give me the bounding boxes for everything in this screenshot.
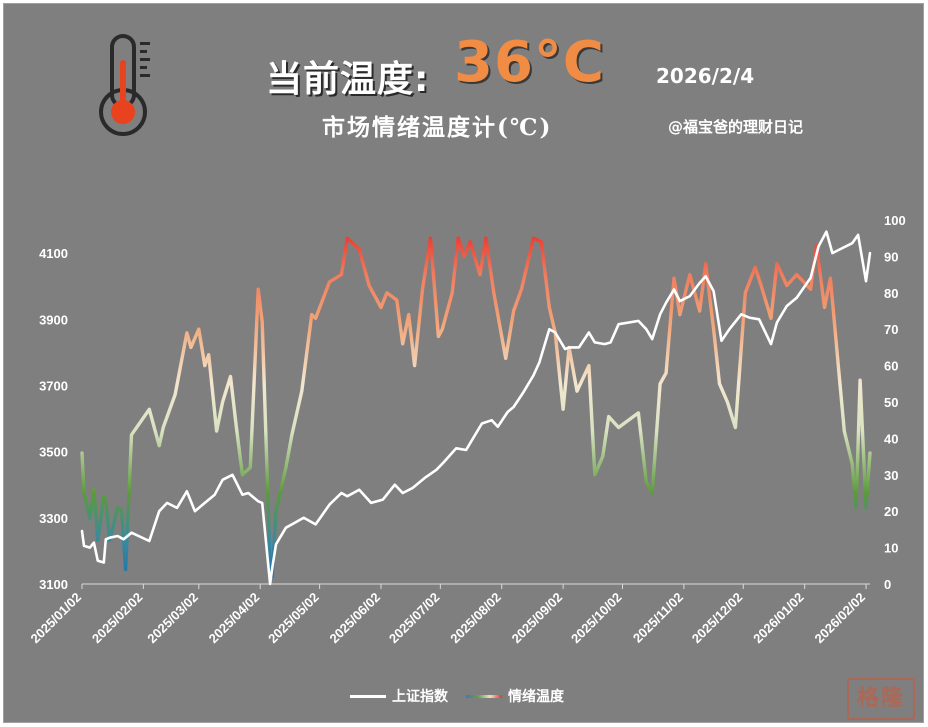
x-tick-label: 2025/10/02 — [568, 590, 625, 647]
x-tick-label: 2025/01/02 — [27, 590, 84, 647]
y-right-tick-label: 80 — [884, 286, 898, 301]
y-right-tick-label: 100 — [884, 213, 906, 228]
x-tick-label: 2025/07/02 — [386, 590, 443, 647]
title-prefix: 当前温度: — [266, 59, 430, 100]
x-tick-label: 2025/02/02 — [89, 590, 146, 647]
watermark-seal: 格隆 — [847, 678, 915, 720]
x-tick-label: 2025/11/02 — [630, 590, 686, 646]
y-left-tick-label: 4100 — [39, 246, 68, 261]
chart-legend: 上证指数 情绪温度 — [350, 686, 564, 706]
author-credit: @福宝爸的理财日记 — [668, 118, 804, 136]
x-tick-label: 2025/06/02 — [326, 590, 383, 647]
y-right-tick-label: 90 — [884, 249, 898, 264]
thermometer-icon — [98, 30, 158, 146]
y-right-tick-label: 10 — [884, 541, 898, 556]
y-right-tick-label: 70 — [884, 322, 898, 337]
x-tick-label: 2025/03/02 — [144, 590, 201, 647]
x-tick-label: 2025/08/02 — [447, 590, 504, 647]
y-right-tick-label: 20 — [884, 504, 898, 519]
x-tick-label: 2025/09/02 — [509, 590, 566, 647]
x-tick-label: 2025/04/02 — [206, 590, 263, 647]
legend-label-temperature: 情绪温度 — [508, 689, 564, 705]
y-left-tick-label: 3100 — [39, 577, 68, 592]
chart-background — [4, 4, 923, 722]
chart-subtitle: 市场情绪温度计(℃) — [322, 114, 553, 141]
legend-label-index: 上证指数 — [392, 689, 448, 705]
current-temperature: 36°C — [454, 30, 606, 95]
legend-swatch-temperature — [466, 694, 502, 698]
y-left-tick-label: 3900 — [39, 312, 68, 327]
x-tick-label: 2025/05/02 — [265, 590, 322, 647]
y-left-tick-label: 3700 — [39, 378, 68, 393]
x-tick-label: 2025/12/02 — [689, 590, 746, 647]
y-right-tick-label: 0 — [884, 577, 891, 592]
legend-swatch-index — [350, 694, 386, 698]
y-right-tick-label: 60 — [884, 359, 898, 374]
y-right-tick-label: 40 — [884, 431, 898, 446]
y-left-tick-label: 3500 — [39, 445, 68, 460]
series-line-index — [80, 230, 872, 586]
y-right-tick-label: 30 — [884, 468, 898, 483]
report-date: 2026/2/4 — [656, 64, 755, 88]
x-tick-label: 2026/01/02 — [750, 590, 807, 647]
x-tick-label: 2026/02/02 — [812, 590, 869, 647]
y-right-tick-label: 50 — [884, 395, 898, 410]
y-left-tick-label: 3300 — [39, 511, 68, 526]
series-line-temperature — [80, 236, 872, 579]
